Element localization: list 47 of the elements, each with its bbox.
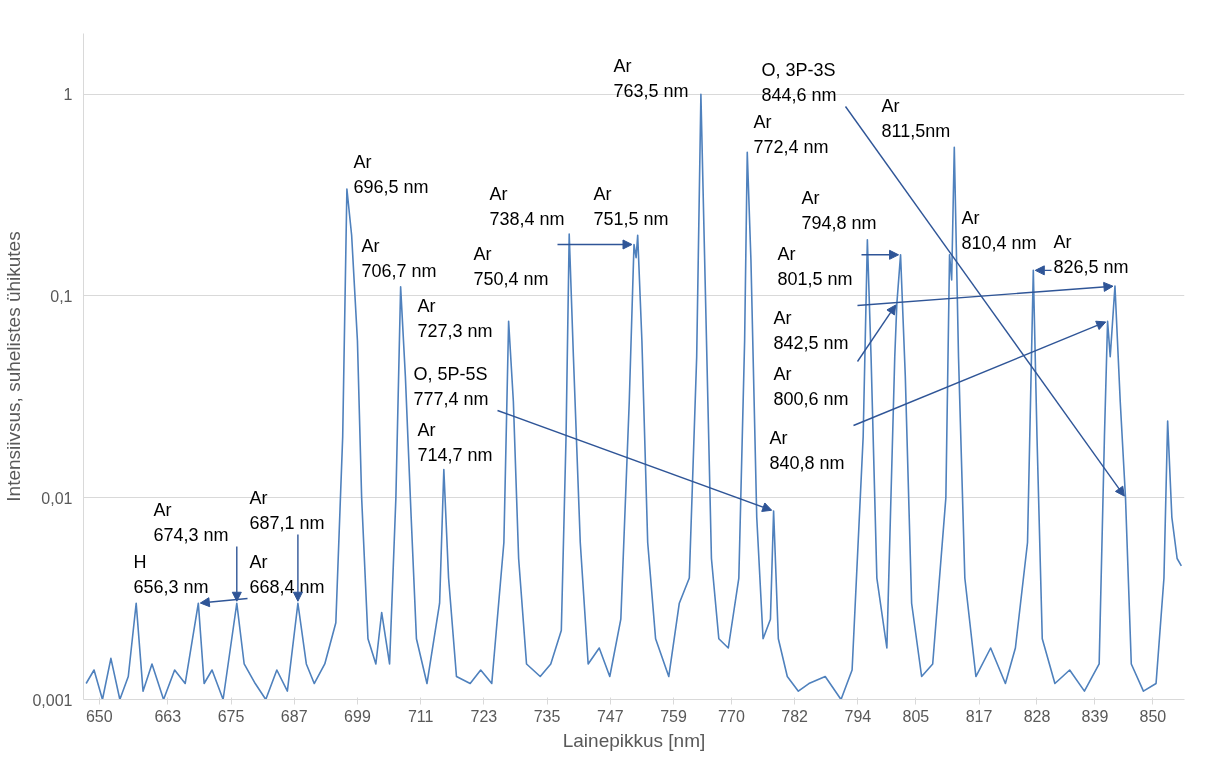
annotation: Ar 696,5 nm xyxy=(353,151,429,197)
y-axis-title: Intensiivsus, suhelistes ühikutes xyxy=(3,231,25,502)
x-axis-title: Lainepikkus [nm] xyxy=(562,729,706,751)
x-tick-label: 850 xyxy=(1139,707,1167,725)
annotation: Ar 750,4 nm xyxy=(473,243,549,289)
x-tick-label: 699 xyxy=(344,707,371,725)
annotation: Ar 751,5 nm xyxy=(593,183,669,229)
annotation: Ar 706,7 nm xyxy=(361,235,437,281)
x-tick-label: 735 xyxy=(533,707,561,725)
x-tick-label: 839 xyxy=(1081,707,1109,725)
x-tick-label: 675 xyxy=(217,707,245,725)
y-tick-label: 0,001 xyxy=(32,691,73,709)
x-tick-label: 817 xyxy=(965,707,993,725)
x-tick-label: 711 xyxy=(407,707,434,725)
y-tick-label: 1 xyxy=(63,86,73,104)
annotation: Ar 811,5nm xyxy=(881,95,951,141)
annotation: Ar 810,4 nm xyxy=(961,207,1037,253)
annotation: O, 3P-3S 844,6 nm xyxy=(761,59,837,105)
x-tick-label: 650 xyxy=(85,707,113,725)
y-tick-label: 0,1 xyxy=(50,287,73,305)
annotation: Ar 800,6 nm xyxy=(773,363,849,409)
x-tick-label: 782 xyxy=(781,707,809,725)
x-tick-label: 794 xyxy=(844,707,872,725)
annotation: Ar 826,5 nm xyxy=(1053,231,1129,277)
annotation: Ar 668,4 nm xyxy=(249,551,325,597)
x-tick-label: 828 xyxy=(1023,707,1051,725)
annotation: Ar 727,3 nm xyxy=(417,295,493,341)
annotation: Ar 763,5 nm xyxy=(613,55,689,101)
annotation: Ar 840,8 nm xyxy=(769,427,845,473)
x-tick-label: 747 xyxy=(596,707,624,725)
y-tick-label: 0,01 xyxy=(41,489,73,507)
annotation: O, 5P-5S 777,4 nm xyxy=(413,363,489,409)
x-tick-label: 723 xyxy=(470,707,498,725)
x-tick-label: 805 xyxy=(902,707,930,725)
annotation: Ar 794,8 nm xyxy=(801,187,877,233)
annotation: Ar 738,4 nm xyxy=(489,183,565,229)
annotation: H 656,3 nm xyxy=(133,551,209,597)
annotation: Ar 842,5 nm xyxy=(773,307,849,353)
annotation: Ar 714,7 nm xyxy=(417,419,493,465)
annotation: Ar 687,1 nm xyxy=(249,487,325,533)
x-tick-label: 663 xyxy=(154,707,182,725)
annotation: Ar 772,4 nm xyxy=(753,111,829,157)
x-tick-label: 759 xyxy=(660,707,687,725)
annotation: Ar 801,5 nm xyxy=(777,243,853,289)
x-tick-label: 770 xyxy=(718,707,745,725)
x-tick-label: 687 xyxy=(280,707,308,725)
annotation: Ar 674,3 nm xyxy=(153,499,229,545)
